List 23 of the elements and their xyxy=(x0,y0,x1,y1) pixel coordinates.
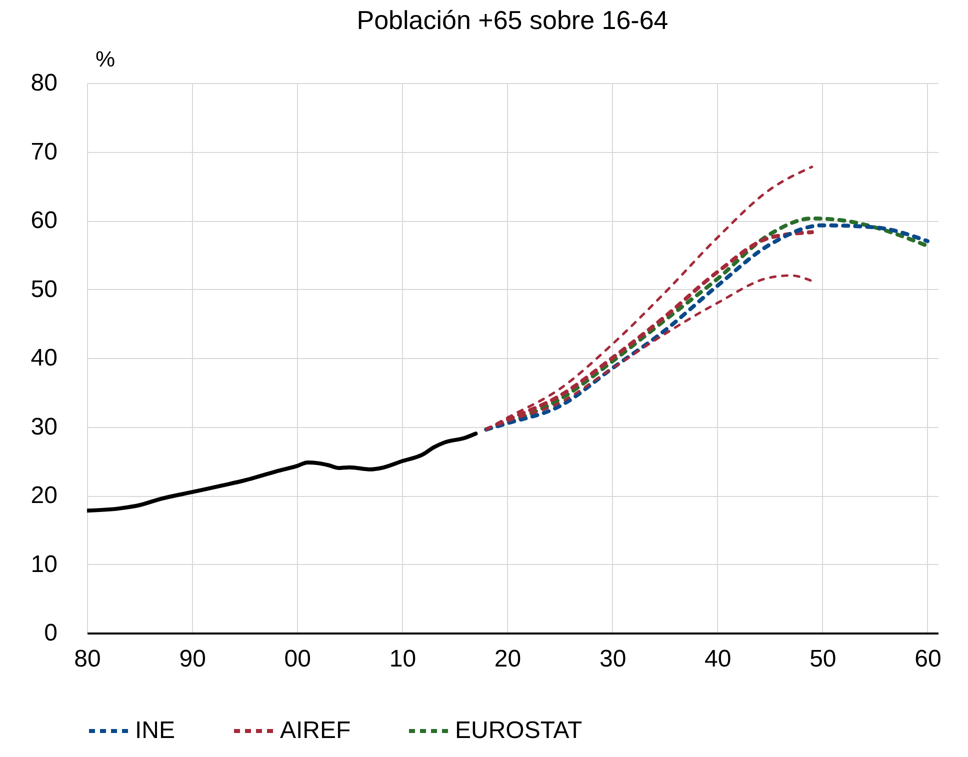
x-tick-label: 80 xyxy=(74,646,101,672)
x-tick-label: 50 xyxy=(810,646,836,672)
y-axis-title: % xyxy=(96,46,116,72)
y-tick-label: 10 xyxy=(30,550,58,578)
y-tick-label: 30 xyxy=(30,413,58,440)
legend-label: EUROSTAT xyxy=(455,717,582,744)
x-tick-label: 60 xyxy=(914,646,942,672)
y-tick-label: 70 xyxy=(30,138,58,166)
y-tick-label: 0 xyxy=(44,620,58,646)
x-tick-label: 40 xyxy=(704,646,732,672)
y-tick-label: 20 xyxy=(30,482,58,509)
y-tick-label: 40 xyxy=(30,344,58,372)
y-tick-label: 50 xyxy=(30,276,58,303)
x-tick-label: 90 xyxy=(179,646,206,672)
x-tick-label: 00 xyxy=(284,646,311,672)
legend-label: AIREF xyxy=(280,717,351,744)
x-tick-label: 20 xyxy=(494,646,522,672)
y-tick-label: 80 xyxy=(30,70,58,96)
y-tick-label: 60 xyxy=(30,207,58,234)
chart-title: Población +65 sobre 16-64 xyxy=(356,5,668,35)
x-tick-label: 10 xyxy=(389,646,416,672)
legend-label: INE xyxy=(135,717,176,744)
x-tick-label: 30 xyxy=(599,646,626,672)
